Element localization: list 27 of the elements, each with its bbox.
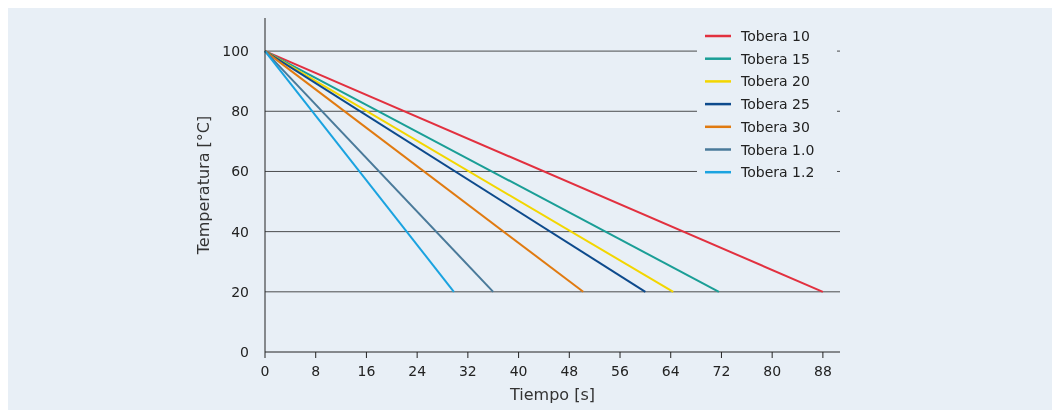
x-tick-label: 24 <box>408 363 427 379</box>
x-tick-label: 32 <box>458 363 477 379</box>
legend-label: Tobera 15 <box>740 50 810 67</box>
x-tick-label: 88 <box>813 363 832 379</box>
x-tick-label: 72 <box>712 363 731 379</box>
y-tick-label: 80 <box>231 103 249 120</box>
x-tick-label: 0 <box>260 363 270 379</box>
legend-label: Tobera 25 <box>740 96 810 113</box>
y-tick-label: 60 <box>231 163 249 180</box>
x-tick-label: 56 <box>611 363 630 379</box>
x-tick-label: 48 <box>560 363 579 379</box>
y-tick-label: 40 <box>231 223 249 240</box>
legend-label: Tobera 10 <box>740 28 810 44</box>
legend-label: Tobera 1.2 <box>740 164 815 181</box>
y-tick-label: 0 <box>240 344 249 360</box>
x-tick-label: 64 <box>661 363 680 379</box>
x-tick-label: 40 <box>509 363 528 379</box>
legend-label: Tobera 20 <box>740 73 810 90</box>
legend-label: Tobera 30 <box>740 118 810 135</box>
y-tick-label: 100 <box>222 43 249 60</box>
x-axis-title: Tiempo [s] <box>508 385 596 404</box>
x-tick-label: 80 <box>763 363 782 379</box>
y-tick-label: 20 <box>231 283 249 300</box>
y-axis-title: Temperatura [°C] <box>194 115 213 256</box>
x-tick-label: 8 <box>311 363 321 379</box>
legend-label: Tobera 1.0 <box>740 141 815 158</box>
x-tick-label: 16 <box>357 363 376 379</box>
